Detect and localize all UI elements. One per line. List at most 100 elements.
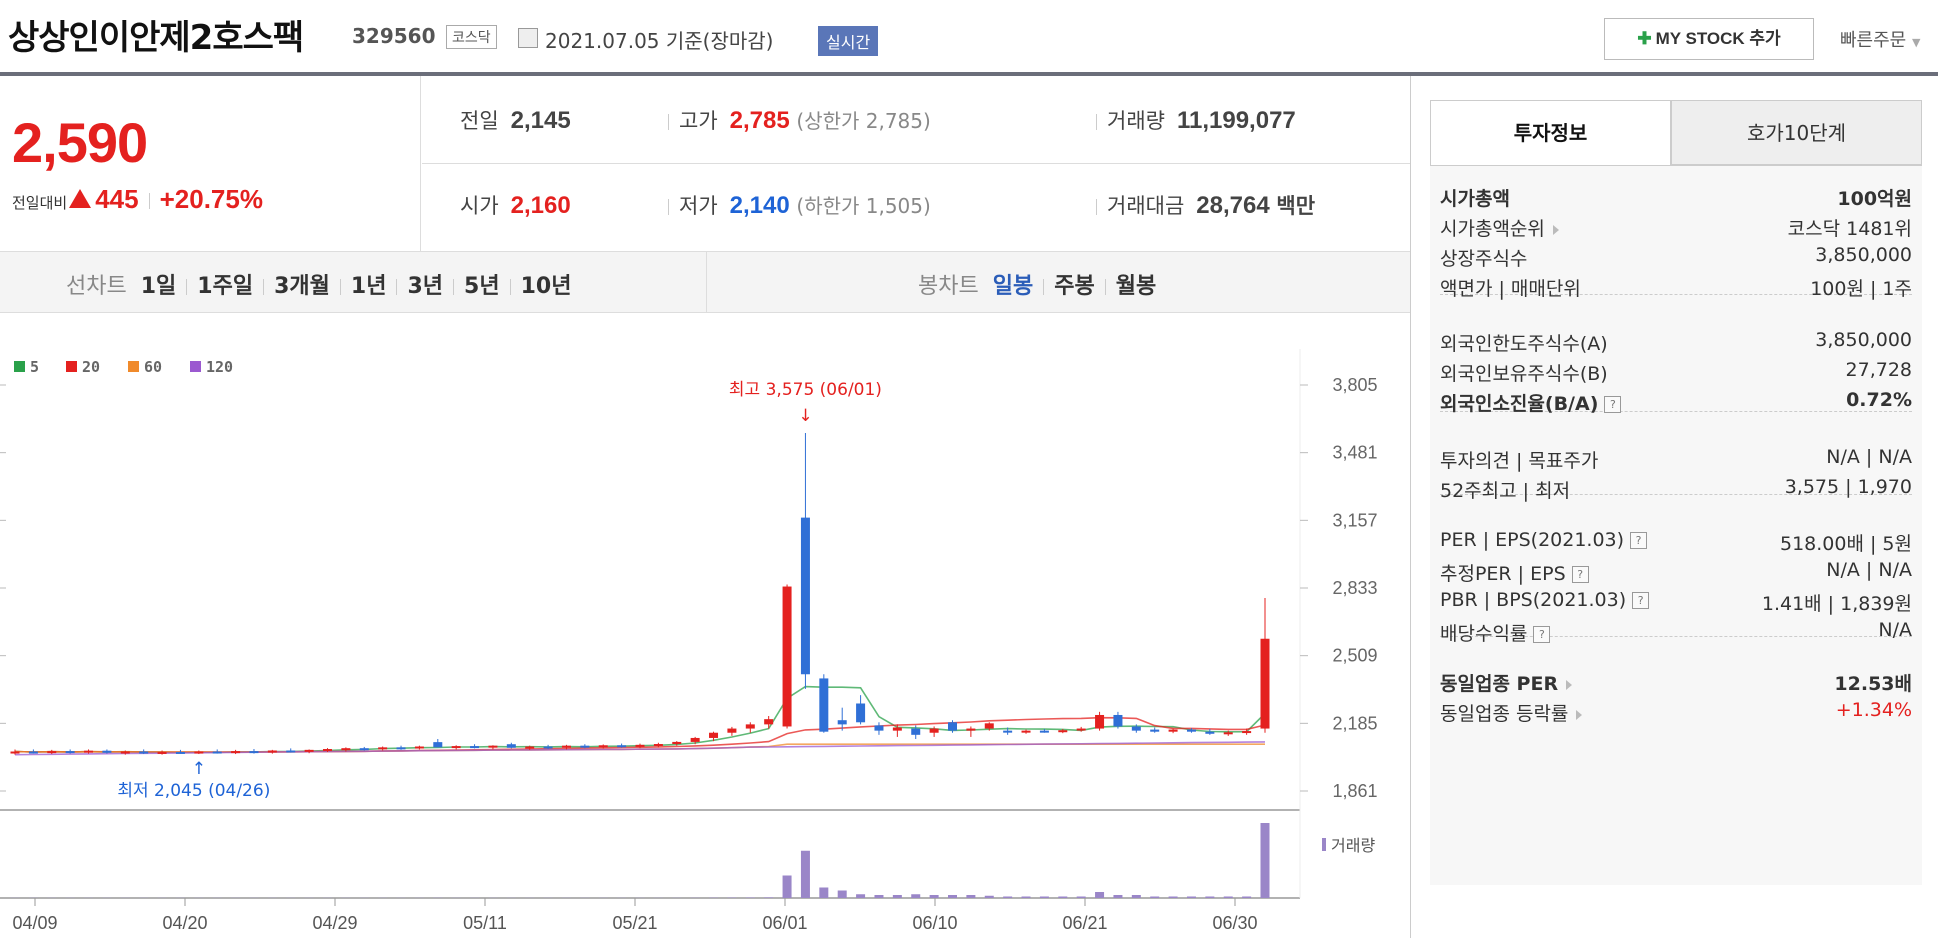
invest-row-label-text: 배당수익률 — [1440, 623, 1528, 645]
candle-body — [120, 751, 130, 754]
invest-row-label-text: PBR | BPS(2021.03) — [1440, 589, 1627, 611]
y-tick-label: 3,157 — [1332, 510, 1377, 530]
help-icon[interactable]: ? — [1533, 626, 1551, 643]
period-5[interactable]: 5년 — [464, 274, 500, 299]
volume-bar — [1058, 896, 1068, 898]
invest-row-label-text: 52주최고 | 최저 — [1440, 480, 1571, 502]
candle-body — [525, 746, 535, 749]
period-3[interactable]: 1년 — [350, 274, 387, 299]
period-4[interactable]: 3년 — [407, 274, 444, 299]
volume-bar — [1242, 896, 1252, 898]
stat-low: 저가 2,140 (하한가 1,505) — [668, 190, 931, 220]
invest-row-value: 12.53배 — [1834, 673, 1912, 695]
help-icon[interactable]: ? — [1571, 566, 1589, 583]
market-badge: 코스닥 — [446, 25, 497, 49]
volume-bar — [984, 895, 994, 898]
candle-body — [892, 727, 902, 731]
volume-bar — [1113, 895, 1123, 898]
x-tick-label: 04/29 — [312, 913, 357, 933]
candle-body — [1021, 730, 1031, 733]
candle-body — [727, 728, 737, 733]
candle-body — [1003, 730, 1013, 733]
candle-body — [800, 517, 810, 675]
arrow-right-icon[interactable] — [1552, 224, 1559, 235]
period-6[interactable]: 10년 — [520, 274, 572, 299]
y-tick-label: 3,805 — [1332, 375, 1377, 395]
realtime-button[interactable]: 실시간 — [818, 26, 879, 56]
period-separator — [453, 279, 455, 295]
candle-body — [617, 745, 627, 748]
candle-period-0[interactable]: 일봉 — [992, 274, 1034, 299]
candle-period-2[interactable]: 월봉 — [1115, 274, 1157, 299]
line-chart-periods: 선차트 1일 1주일 3개월 1년 3년 5년 10년 — [66, 268, 571, 300]
ma-line-5 — [14, 685, 1266, 754]
invest-row-value: 1.41배 | 1,839원 — [1761, 593, 1912, 615]
invest-row-label: 시가총액순위 — [1440, 214, 1559, 241]
candle-body — [1242, 731, 1252, 734]
current-price: 2,590 — [12, 111, 148, 174]
invest-row-label: 외국인한도주식수(A) — [1440, 329, 1608, 356]
invest-row-8: 52주최고 | 최저 3,575 | 1,970 — [1440, 474, 1912, 506]
open-value: 2,160 — [510, 192, 571, 219]
tab-invest-info[interactable]: 투자정보 — [1430, 100, 1671, 165]
volume-bar — [1095, 892, 1105, 898]
volume-bar — [911, 894, 921, 898]
invest-row-6: 외국인소진율(B/A)? 0.72% — [1440, 387, 1912, 419]
quick-order-menu[interactable]: 빠른주문 ▼ — [1840, 26, 1920, 52]
candle-body — [1039, 730, 1049, 733]
help-icon[interactable]: ? — [1632, 592, 1650, 609]
invest-row-value: 3,850,000 — [1815, 329, 1912, 351]
period-divider — [706, 251, 707, 313]
plus-icon: ✚ — [1637, 29, 1652, 48]
invest-row-label: PER | EPS(2021.03)? — [1440, 529, 1648, 551]
candle-body — [28, 751, 38, 754]
invest-row-label-text: 외국인보유주식수(B) — [1440, 363, 1608, 385]
up-triangle-icon — [69, 189, 92, 208]
stock-code: 329560 — [352, 24, 436, 48]
y-tick-label: 2,833 — [1332, 578, 1377, 598]
invest-row-value: 518.00배 | 5원 — [1779, 533, 1912, 555]
stat-open: 시가 2,160 — [460, 190, 571, 220]
invest-row-label-text: 투자의견 | 목표주가 — [1440, 450, 1599, 472]
volume-bar — [837, 890, 847, 898]
volume-bar — [1150, 896, 1160, 898]
y-tick-label: 2,185 — [1332, 713, 1377, 733]
tab-order-book[interactable]: 호가10단계 — [1671, 100, 1922, 165]
stat-prev: 전일 2,145 — [460, 105, 571, 135]
invest-row-label: 투자의견 | 목표주가 — [1440, 446, 1598, 473]
arrow-right-icon[interactable] — [1576, 709, 1583, 720]
candle-body — [1205, 731, 1215, 734]
my-stock-add-button[interactable]: ✚ MY STOCK 추가 — [1604, 18, 1814, 60]
period-0[interactable]: 1일 — [140, 274, 177, 299]
period-selector-bar — [0, 251, 1410, 313]
period-2[interactable]: 3개월 — [274, 274, 330, 299]
upper-limit: (상한가 2,785) — [796, 109, 931, 133]
prev-value: 2,145 — [510, 107, 571, 134]
my-stock-label: MY STOCK 추가 — [1655, 29, 1781, 48]
up-arrow-icon: ↑ — [192, 759, 206, 779]
lower-limit: (하한가 1,505) — [796, 194, 931, 218]
candle-body — [561, 745, 571, 748]
candle-body — [470, 746, 480, 749]
invest-row-label-text: 추정PER | EPS — [1440, 563, 1566, 585]
arrow-right-icon[interactable] — [1566, 679, 1573, 690]
candle-body — [84, 750, 94, 753]
help-icon[interactable]: ? — [1630, 532, 1648, 549]
x-tick-label: 06/21 — [1062, 913, 1107, 933]
change-value: 445 — [95, 184, 139, 214]
candle-body — [598, 745, 608, 748]
candle-chart-periods: 봉차트 일봉 주봉 월봉 — [918, 268, 1156, 300]
invest-row-label: PBR | BPS(2021.03)? — [1440, 589, 1650, 611]
period-1[interactable]: 1주일 — [197, 274, 254, 299]
price-chart: 5 20 60 120 3,805 3,481 3,157 2,833 2,509 2,185 1,… — [0, 349, 1378, 933]
help-icon[interactable]: ? — [1604, 396, 1622, 413]
period-separator — [263, 279, 265, 295]
candle-body — [378, 747, 388, 750]
high-label: 고가 — [679, 109, 718, 133]
candle-body — [911, 728, 921, 735]
candle-period-1[interactable]: 주봉 — [1054, 274, 1095, 299]
price-change-row: 전일대비 445 +20.75% — [12, 184, 263, 215]
invest-row-11: PBR | BPS(2021.03)? 1.41배 | 1,839원 — [1440, 587, 1912, 619]
invest-row-value: 0.72% — [1846, 389, 1912, 411]
candle-body — [488, 745, 498, 748]
